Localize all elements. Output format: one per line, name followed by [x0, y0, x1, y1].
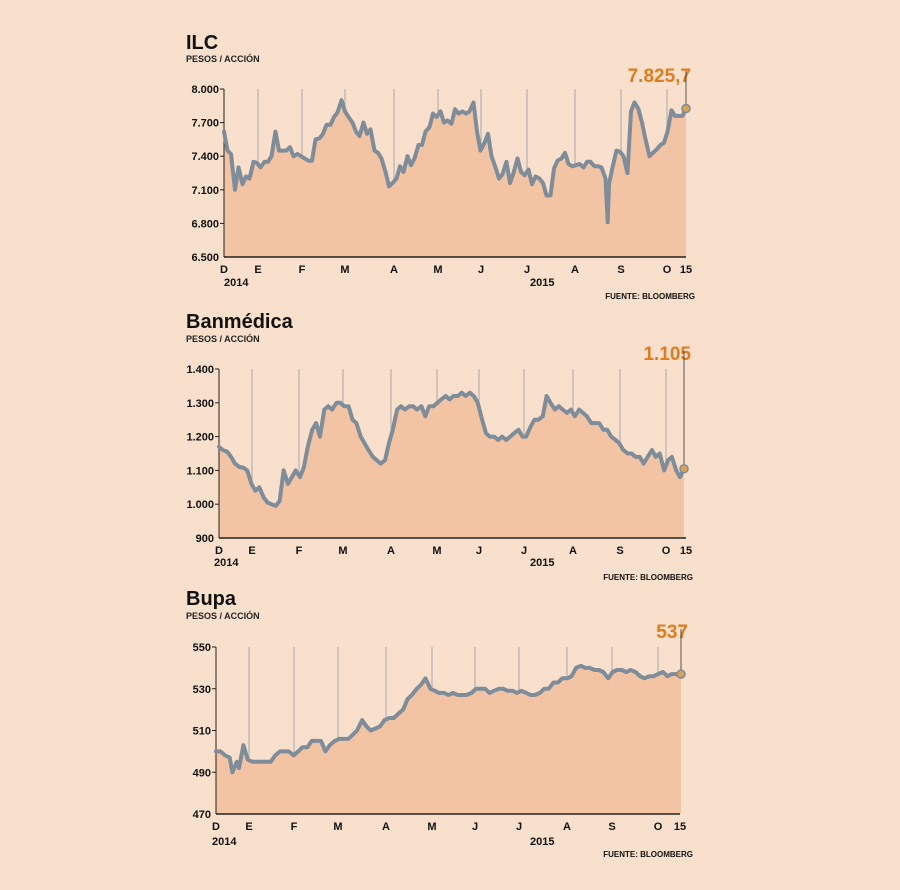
- ilc-month-label: 15: [680, 264, 692, 276]
- banmedica-y-tick-label: 1.200: [186, 432, 214, 444]
- banmedica-area-fill: [219, 392, 684, 538]
- banmedica-month-label: E: [248, 545, 255, 557]
- banmedica-y-tick-label: 900: [196, 533, 214, 545]
- ilc-chart-subtitle: PESOS / ACCIÓN: [186, 53, 260, 64]
- ilc-y-tick-label: 6.800: [191, 218, 219, 230]
- banmedica-month-label: 15: [680, 545, 692, 557]
- banmedica-month-label: S: [616, 545, 623, 557]
- bupa-month-label: 15: [674, 821, 686, 833]
- banmedica-chart-subtitle: PESOS / ACCIÓN: [186, 333, 260, 344]
- bupa-source: FUENTE: BLOOMBERG: [603, 850, 693, 859]
- bupa-month-label: O: [654, 821, 663, 833]
- bupa-chart-subtitle: PESOS / ACCIÓN: [186, 610, 260, 621]
- ilc-month-label: M: [340, 264, 349, 276]
- bupa-y-tick-label: 510: [193, 726, 211, 738]
- bupa-month-label: D: [212, 821, 220, 833]
- bupa-line: [214, 629, 686, 775]
- banmedica-month-label: M: [338, 545, 347, 557]
- ilc-month-label: S: [617, 264, 624, 276]
- bupa-chart-title: Bupa: [186, 588, 237, 610]
- ilc-year-2014: 2014: [224, 277, 249, 289]
- bupa-month-label: F: [291, 821, 298, 833]
- banmedica-y-tick-label: 1.000: [186, 499, 214, 511]
- ilc-source: FUENTE: BLOOMBERG: [605, 292, 695, 301]
- banmedica-chart-title: Banmédica: [186, 311, 294, 333]
- ilc-y-tick-label: 7.400: [191, 151, 219, 163]
- ilc-y-tick-label: 8.000: [191, 84, 219, 96]
- ilc-month-label: D: [220, 264, 228, 276]
- bupa-last-value: 537: [656, 622, 688, 643]
- ilc-month-label: O: [663, 264, 672, 276]
- banmedica-year-2015: 2015: [530, 557, 554, 569]
- ilc-month-label: M: [433, 264, 442, 276]
- ilc-y-tick-label: 6.500: [191, 252, 219, 264]
- ilc-last-value: 7.825,7: [628, 66, 691, 87]
- banmedica-month-label: J: [521, 545, 527, 557]
- ilc-line: [222, 71, 691, 225]
- banmedica-month-label: A: [569, 545, 577, 557]
- banmedica-last-value: 1.105: [643, 344, 691, 365]
- bupa-month-label: A: [382, 821, 390, 833]
- banmedica-chart: Banmédica PESOS / ACCIÓN 1.105 FUENTE: B…: [186, 311, 693, 582]
- bupa-month-label: M: [333, 821, 342, 833]
- bupa-month-label: S: [608, 821, 615, 833]
- ilc-chart: ILC PESOS / ACCIÓN 7.825,7 FUENTE: BLOOM…: [186, 32, 695, 301]
- bupa-month-label: E: [245, 821, 252, 833]
- ilc-y-tick-label: 7.100: [191, 185, 219, 197]
- ilc-area: [223, 89, 686, 258]
- banmedica-line: [217, 351, 689, 508]
- banmedica-month-label: A: [387, 545, 395, 557]
- bupa-year-2015: 2015: [530, 836, 554, 848]
- bupa-area-fill: [216, 665, 681, 814]
- banmedica-year-2014: 2014: [214, 557, 239, 569]
- ilc-year-2015: 2015: [530, 277, 554, 289]
- banmedica-month-label: D: [215, 545, 223, 557]
- bupa-month-label: A: [563, 821, 571, 833]
- bupa-last-point: [676, 669, 686, 679]
- bupa-chart: Bupa PESOS / ACCIÓN 537 FUENTE: BLOOMBER…: [186, 588, 693, 859]
- banmedica-area: [218, 369, 686, 539]
- banmedica-month-label: J: [476, 545, 482, 557]
- banmedica-month-label: F: [296, 545, 303, 557]
- ilc-series-line: [222, 98, 688, 225]
- bupa-month-label: J: [516, 821, 522, 833]
- bupa-series-line: [214, 663, 683, 775]
- ilc-month-label: A: [390, 264, 398, 276]
- bupa-month-label: J: [472, 821, 478, 833]
- bupa-y-tick-label: 550: [193, 642, 211, 654]
- ilc-area-fill: [224, 100, 686, 257]
- banmedica-y-tick-label: 1.100: [186, 465, 214, 477]
- banmedica-y-tick-label: 1.400: [186, 364, 214, 376]
- bupa-y-tick-label: 490: [193, 767, 211, 779]
- ilc-month-label: E: [254, 264, 261, 276]
- ilc-last-point: [681, 103, 691, 114]
- banmedica-month-label: M: [432, 545, 441, 557]
- banmedica-source: FUENTE: BLOOMBERG: [603, 573, 693, 582]
- bupa-y-tick-label: 530: [193, 684, 211, 696]
- banmedica-series-line: [217, 390, 686, 508]
- ilc-month-label: F: [299, 264, 306, 276]
- ilc-month-label: A: [571, 264, 579, 276]
- bupa-year-2014: 2014: [212, 836, 237, 848]
- banmedica-last-point: [679, 463, 689, 474]
- ilc-y-tick-label: 7.700: [191, 118, 219, 130]
- banmedica-month-label: O: [662, 545, 671, 557]
- bupa-y-tick-label: 470: [193, 809, 211, 821]
- bupa-month-label: M: [427, 821, 436, 833]
- ilc-month-label: J: [478, 264, 484, 276]
- banmedica-y-tick-label: 1.300: [186, 398, 214, 410]
- ilc-month-label: J: [524, 264, 530, 276]
- ilc-chart-title: ILC: [186, 32, 218, 54]
